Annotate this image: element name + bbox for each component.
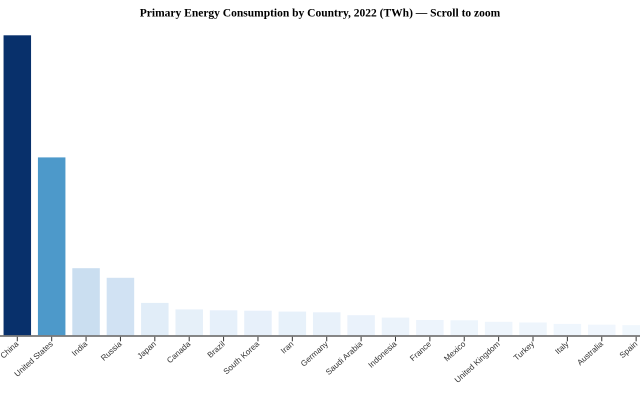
svg-text:Russia: Russia [99, 339, 124, 363]
svg-text:Australia: Australia [575, 339, 605, 367]
svg-text:China: China [0, 339, 21, 360]
svg-text:Germany: Germany [299, 339, 330, 369]
svg-text:Mexico: Mexico [442, 339, 467, 363]
svg-text:South Korea: South Korea [222, 339, 262, 376]
svg-text:Japan: Japan [136, 339, 158, 360]
svg-text:Iran: Iran [279, 339, 295, 355]
svg-text:Primary Energy Consumption by: Primary Energy Consumption by Country, 2… [140, 7, 501, 19]
svg-text:Saudi Arabia: Saudi Arabia [324, 339, 365, 377]
svg-text:India: India [70, 339, 89, 358]
svg-text:Brazil: Brazil [206, 339, 227, 359]
svg-text:Italy: Italy [553, 339, 571, 356]
svg-text:Indonesia: Indonesia [367, 339, 399, 370]
svg-text:Canada: Canada [165, 339, 192, 365]
svg-text:Spain: Spain [618, 339, 639, 360]
svg-text:Turkey: Turkey [512, 339, 537, 363]
svg-text:France: France [408, 339, 433, 363]
